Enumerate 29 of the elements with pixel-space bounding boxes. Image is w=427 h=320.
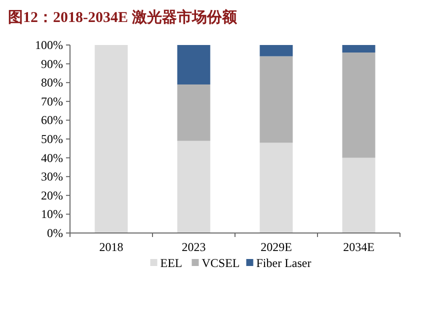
x-tick-label: 2029E — [260, 240, 292, 254]
y-tick-label: 100% — [35, 38, 63, 52]
y-tick-label: 40% — [41, 150, 63, 165]
legend-label: EEL — [160, 256, 182, 270]
bar — [342, 45, 376, 53]
y-tick-label: 80% — [41, 76, 63, 90]
y-tick-label: 10% — [41, 207, 63, 222]
bar — [177, 45, 210, 84]
chart-title: 图12：2018-2034E 激光器市场份额 — [8, 8, 238, 26]
bar — [342, 158, 376, 233]
x-tick-label: 2034E — [343, 240, 374, 254]
y-tick-label: 60% — [41, 113, 63, 128]
y-tick-label: 30% — [41, 170, 63, 184]
y-tick-label: 70% — [41, 94, 63, 108]
bar — [94, 45, 128, 233]
bar — [260, 56, 293, 143]
bar — [177, 84, 210, 141]
y-tick-label: 90% — [41, 56, 63, 71]
y-tick-label: 20% — [41, 188, 63, 202]
bar — [260, 142, 293, 233]
legend-label: VCSEL — [202, 256, 240, 270]
bar — [342, 52, 376, 158]
y-tick-label: 50% — [41, 132, 63, 146]
bar — [260, 45, 293, 56]
x-tick-label: 2023 — [182, 240, 206, 254]
y-tick-label: 0% — [47, 226, 63, 240]
x-tick-label: 2018 — [99, 240, 124, 254]
bar — [177, 140, 210, 233]
legend-label: Fiber Laser — [256, 256, 312, 270]
